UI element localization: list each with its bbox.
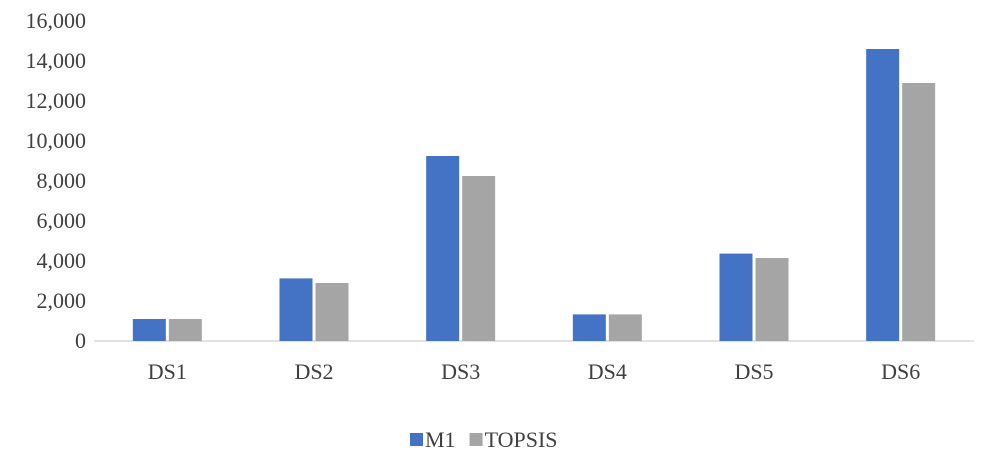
y-axis: 0 2,000 4,000 6,000 8,000 10,000 12,000 14,000 1… [26, 8, 87, 353]
bar-m1-ds2 [279, 278, 313, 341]
legend-label-m1: M1 [425, 427, 456, 452]
bar-m1-ds3 [426, 156, 460, 341]
bar-m1-ds6 [866, 49, 900, 341]
x-axis: DS1 DS2 DS3 DS4 DS5 DS6 [148, 359, 920, 384]
y-tick-label: 14,000 [26, 48, 87, 73]
bar-m1-ds1 [132, 319, 166, 341]
bar-topsis-ds3 [462, 176, 496, 341]
bar-topsis-ds5 [755, 258, 789, 341]
y-tick-label: 4,000 [37, 248, 87, 273]
y-tick-label: 8,000 [37, 168, 87, 193]
legend-swatch-topsis [469, 433, 483, 446]
x-tick-label: DS2 [294, 359, 333, 384]
x-tick-label: DS6 [881, 359, 920, 384]
x-tick-label: DS1 [148, 359, 187, 384]
y-tick-label: 12,000 [26, 88, 87, 113]
legend-label-topsis: TOPSIS [485, 427, 558, 452]
x-tick-label: DS3 [441, 359, 480, 384]
y-tick-label: 10,000 [26, 128, 87, 153]
y-tick-label: 0 [75, 328, 86, 353]
x-tick-label: DS4 [588, 359, 627, 384]
plot-area [132, 49, 936, 341]
bar-topsis-ds2 [315, 283, 349, 341]
legend: M1 TOPSIS [410, 427, 558, 452]
legend-swatch-m1 [410, 433, 423, 446]
bar-m1-ds5 [719, 253, 753, 341]
bar-topsis-ds1 [168, 319, 202, 341]
y-tick-label: 16,000 [26, 8, 87, 33]
bar-topsis-ds4 [608, 314, 642, 341]
bar-topsis-ds6 [902, 83, 936, 341]
bar-m1-ds4 [572, 314, 606, 341]
y-tick-label: 2,000 [37, 288, 87, 313]
x-tick-label: DS5 [734, 359, 773, 384]
y-tick-label: 6,000 [37, 208, 87, 233]
